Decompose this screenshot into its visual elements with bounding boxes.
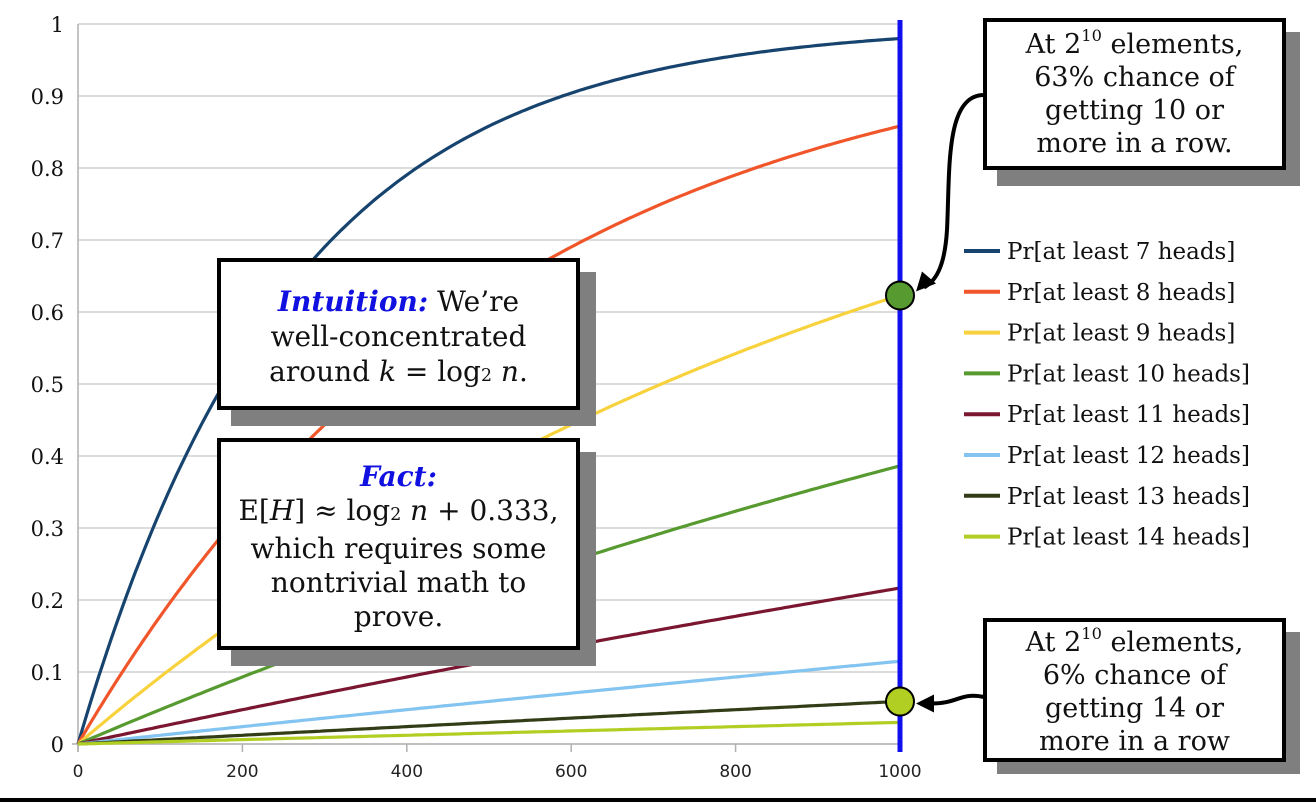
series-line-12 [77,659,901,746]
legend-label: Pr[at least 14 heads] [1007,525,1250,551]
legend-label: Pr[at least 10 heads] [1007,361,1250,387]
x-axis-ticks: 0 200 400 600 800 1000 [73,744,922,782]
legend-label: Pr[at least 13 heads] [1007,484,1250,510]
legend-label: Pr[at least 7 heads] [1007,239,1235,265]
callout-fact: Fact: E[H] ≈ log2 n + 0.333, which requi… [217,438,580,650]
arrowhead-bottom [916,694,934,713]
legend-label: Pr[at least 8 heads] [1007,280,1235,306]
series-line-7 [76,36,901,745]
series-line-14 [77,720,901,746]
x-tick-label: 0 [73,762,84,782]
y-tick-label: 0.3 [31,517,64,541]
legend-label: Pr[at least 9 heads] [1007,321,1235,347]
x-tick-label: 400 [391,762,423,782]
y-tick-label: 0.7 [31,229,64,253]
x-tick-label: 200 [226,762,258,782]
y-tick-label: 1 [51,13,64,37]
axes [72,24,900,752]
y-tick-label: 0.1 [31,661,64,685]
y-tick-label: 0.5 [31,373,64,397]
arrow-bottom [929,693,985,706]
arrow-top [922,93,985,290]
series-line-13 [77,699,901,746]
x-tick-label: 600 [555,762,587,782]
callout-arrows [916,93,985,713]
y-tick-label: 0.6 [31,301,64,325]
y-tick-label: 0 [51,733,64,757]
highlight-point [885,686,915,717]
y-tick-label: 0.2 [31,589,64,613]
y-axis-ticks: 0 0.1 0.2 0.3 0.4 0.5 0.6 0.7 0.8 0.9 1 [31,13,64,757]
legend-label: Pr[at least 12 heads] [1007,443,1250,469]
arrowhead-top [916,271,936,292]
y-tick-label: 0.9 [31,85,64,109]
x-tick-label: 1000 [878,762,921,782]
legend-label: Pr[at least 11 heads] [1007,402,1250,428]
y-tick-label: 0.8 [31,157,64,181]
callout-top-right: At 210 elements, 63% chance of getting 1… [983,18,1286,170]
callout-intuition: Intuition: We’re well-concentrated aroun… [217,258,580,410]
y-tick-label: 0.4 [31,445,64,469]
highlight-points [885,280,915,717]
x-tick-label: 800 [719,762,751,782]
highlight-point [885,280,915,311]
callout-bottom-right: At 210 elements, 6% chance of getting 14… [983,618,1286,762]
legend: Pr[at least 7 heads] Pr[at least 8 heads]… [964,239,1250,551]
